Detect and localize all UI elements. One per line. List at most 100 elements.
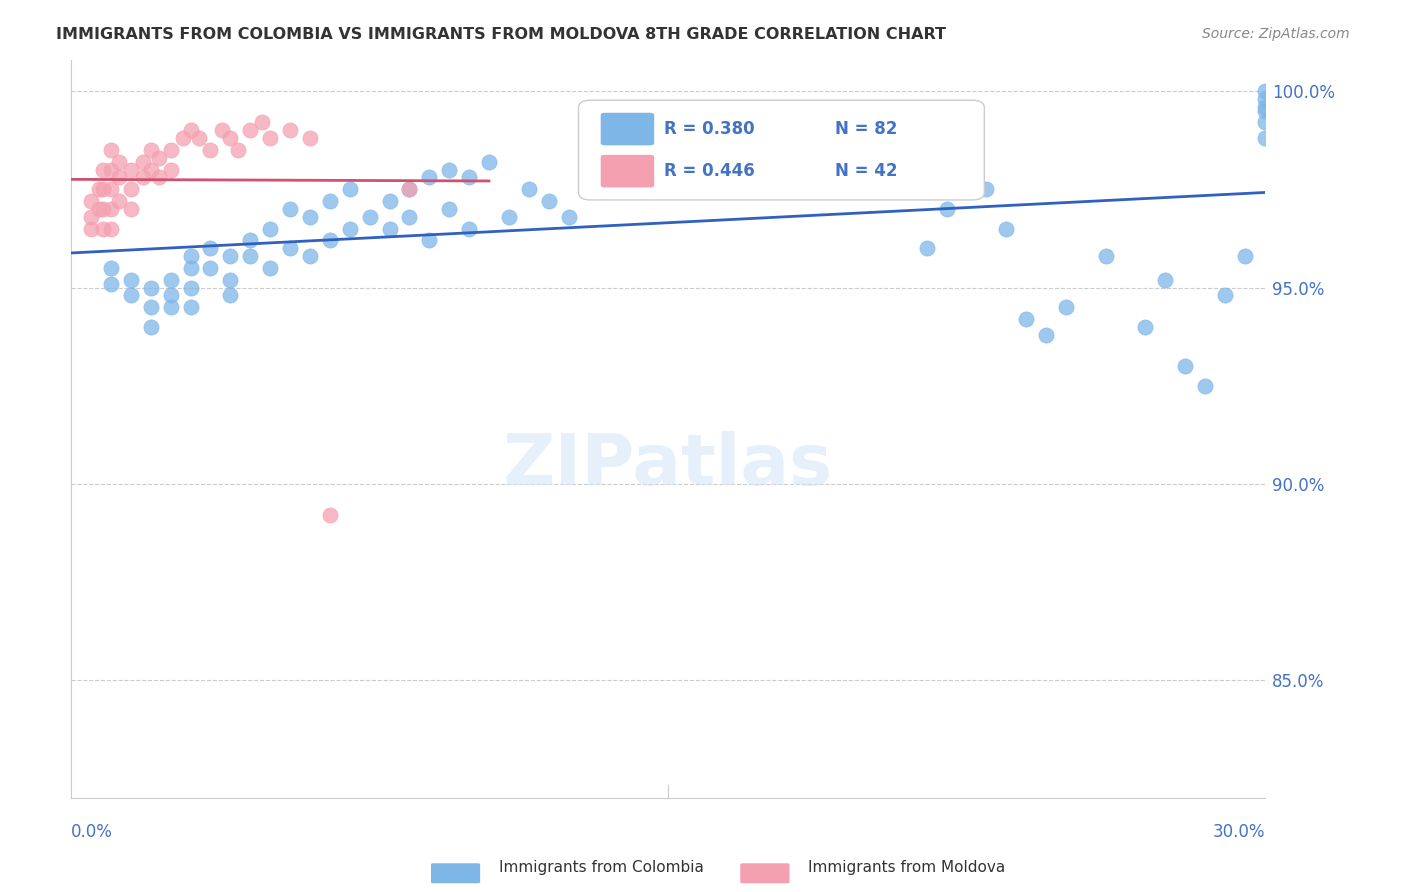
FancyBboxPatch shape [600,154,655,188]
Point [876,143,898,157]
Point [378,221,401,235]
Point [298,131,321,145]
Point [228,143,250,157]
Point [717,143,740,157]
Point [108,154,131,169]
Point [1035,327,1057,342]
Point [637,170,659,185]
Point [108,194,131,208]
Point [139,162,162,177]
Point [737,162,759,177]
Point [148,170,170,185]
Point [180,300,202,314]
Point [418,170,440,185]
Point [1135,319,1157,334]
Point [478,154,501,169]
Point [598,154,620,169]
Point [148,151,170,165]
Point [100,260,122,275]
Point [976,182,998,196]
Point [298,210,321,224]
Point [458,221,481,235]
Point [139,319,162,334]
Text: Immigrants from Moldova: Immigrants from Moldova [808,861,1005,875]
Point [298,249,321,263]
Point [1254,103,1277,118]
Text: N = 82: N = 82 [835,120,897,138]
Point [259,260,281,275]
Point [1254,131,1277,145]
Text: N = 42: N = 42 [835,162,897,180]
Point [1015,312,1038,326]
Point [458,170,481,185]
Text: 0.0%: 0.0% [72,823,112,841]
Point [100,221,122,235]
Point [398,182,420,196]
Point [180,123,202,137]
Point [100,162,122,177]
Point [696,170,718,185]
Point [995,221,1018,235]
Point [100,202,122,216]
Point [172,131,194,145]
Point [1254,92,1277,106]
Point [1254,84,1277,98]
Point [120,162,142,177]
Point [339,221,361,235]
Point [100,277,122,291]
Point [100,182,122,196]
Point [219,249,242,263]
Point [87,202,110,216]
Point [676,182,699,196]
Point [159,300,181,314]
Point [617,182,640,196]
Point [159,143,181,157]
Point [1094,249,1116,263]
Point [1174,359,1197,373]
Point [100,143,122,157]
Point [159,273,181,287]
Point [1254,100,1277,114]
Point [856,170,879,185]
Point [1194,378,1216,392]
Point [219,288,242,302]
Point [418,233,440,247]
Text: R = 0.380: R = 0.380 [665,120,755,138]
Point [935,202,957,216]
Point [91,162,114,177]
Point [80,210,103,224]
Point [239,249,262,263]
Text: ZIPatlas: ZIPatlas [503,432,834,500]
Point [219,131,242,145]
Point [319,194,342,208]
Point [1213,288,1236,302]
Point [91,221,114,235]
Point [120,288,142,302]
Point [159,162,181,177]
Point [1154,273,1177,287]
Point [80,194,103,208]
Point [1254,115,1277,129]
Point [187,131,209,145]
Point [139,300,162,314]
Text: IMMIGRANTS FROM COLOMBIA VS IMMIGRANTS FROM MOLDOVA 8TH GRADE CORRELATION CHART: IMMIGRANTS FROM COLOMBIA VS IMMIGRANTS F… [56,27,946,42]
Point [132,170,155,185]
Point [120,202,142,216]
Point [200,260,222,275]
Point [437,202,460,216]
Point [815,162,838,177]
Point [200,143,222,157]
FancyBboxPatch shape [600,112,655,146]
Point [120,273,142,287]
Text: 30.0%: 30.0% [1212,823,1265,841]
Point [180,280,202,294]
FancyBboxPatch shape [578,100,984,200]
Point [378,194,401,208]
Point [91,202,114,216]
Point [159,288,181,302]
Point [796,143,818,157]
Point [211,123,233,137]
Point [219,273,242,287]
Point [278,241,301,255]
Point [339,182,361,196]
